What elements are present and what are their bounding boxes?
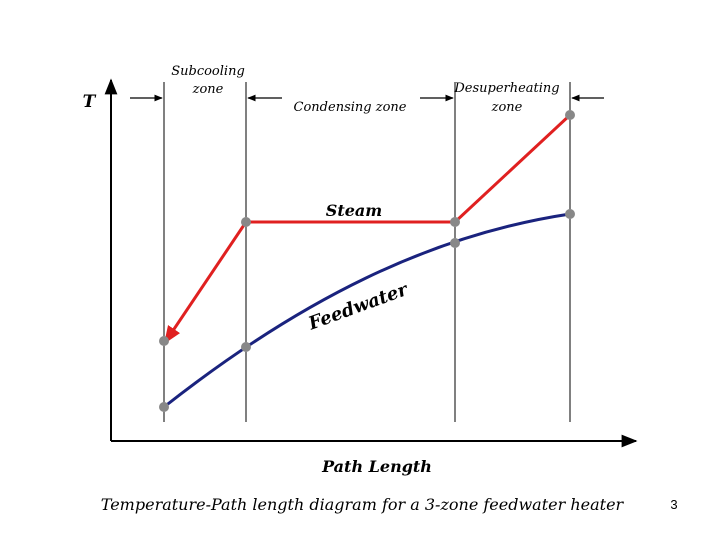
marker-feedwater-1 [159,402,169,412]
x-axis-label: Path Length [321,457,432,476]
page-number: 3 [670,497,678,512]
marker-feedwater-4 [565,209,575,219]
desuperheating-zone-label-2: zone [491,100,523,115]
steam-line-desuperheating [453,113,572,224]
desuperheating-zone-label-1: Desuperheating [453,81,559,96]
marker-steam-3 [450,217,460,227]
marker-feedwater-3 [450,238,460,248]
steam-line-subcooling [163,221,248,344]
marker-feedwater-2 [241,342,251,352]
subcooling-zone-label-1: Subcooling [171,64,245,79]
feedwater-label: Feedwater [305,279,412,335]
subcooling-zone-label-2: zone [192,82,224,97]
figure-caption: Temperature-Path length diagram for a 3-… [101,495,625,514]
marker-steam-4 [565,110,575,120]
y-axis-label: T [83,92,97,112]
condensing-zone-label: Condensing zone [294,100,407,115]
steam-label: Steam [326,201,382,220]
marker-steam-1 [159,336,169,346]
feedwater-curve [163,212,571,409]
marker-steam-2 [241,217,251,227]
